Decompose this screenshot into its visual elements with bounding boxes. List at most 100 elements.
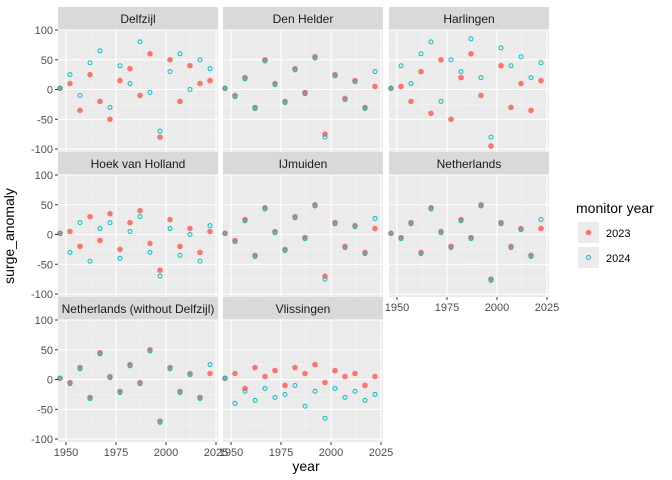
y-tick-label: -100	[31, 434, 53, 446]
data-point-2023	[292, 65, 298, 72]
x-axis-title: year	[292, 458, 320, 474]
data-point-2024	[67, 249, 73, 255]
data-point-2024	[97, 48, 103, 54]
data-point-2024	[207, 362, 213, 368]
data-point-2023	[127, 65, 133, 72]
data-point-2024	[87, 396, 93, 402]
data-point-2023	[117, 77, 123, 84]
data-point-2023	[117, 388, 123, 395]
data-point-2024	[398, 236, 404, 242]
data-point-2024	[87, 258, 93, 264]
data-point-2023	[252, 364, 258, 371]
data-point-2023	[282, 246, 288, 253]
data-point-2023	[187, 225, 193, 232]
data-point-2024	[57, 85, 63, 91]
data-point-2024	[87, 60, 93, 66]
data-point-2024	[272, 394, 278, 400]
data-point-2024	[312, 388, 318, 394]
panel-background	[223, 320, 383, 442]
data-point-2023	[137, 207, 143, 214]
data-point-2024	[438, 98, 444, 104]
data-point-2024	[177, 51, 183, 57]
data-point-2024	[207, 223, 213, 229]
y-tick-label: 0	[47, 230, 53, 242]
data-point-2024	[408, 221, 414, 227]
x-tick-label: 1975	[269, 447, 293, 459]
data-point-2023	[207, 228, 213, 235]
x-tick-label: 1975	[104, 447, 128, 459]
data-point-2023	[137, 379, 143, 386]
data-point-2023	[528, 107, 534, 114]
data-point-2023	[418, 249, 424, 256]
data-point-2024	[187, 87, 193, 93]
data-point-2023	[157, 267, 163, 274]
data-point-2023	[127, 361, 133, 368]
legend: monitor year 2023 2024	[576, 200, 654, 268]
data-point-2024	[77, 366, 83, 372]
legend-label-2024: 2024	[606, 253, 630, 265]
panel-background	[58, 175, 218, 297]
data-point-2023	[362, 104, 368, 111]
data-point-2023	[342, 243, 348, 250]
data-point-2023	[372, 373, 378, 380]
x-tick-label: 2000	[154, 447, 178, 459]
y-tick-label: 100	[35, 315, 53, 327]
data-point-2024	[157, 273, 163, 279]
data-point-2024	[252, 254, 258, 260]
data-point-2024	[508, 245, 514, 251]
legend-label-2023: 2023	[606, 228, 630, 240]
data-point-2023	[408, 219, 414, 226]
y-axis-title: surge_anomaly	[1, 188, 17, 284]
data-point-2023	[252, 252, 258, 259]
data-point-2023	[242, 74, 248, 81]
data-point-2024	[97, 226, 103, 232]
legend-title: monitor year	[576, 200, 654, 216]
data-point-2024	[468, 36, 474, 42]
data-point-2024	[232, 94, 238, 100]
data-point-2024	[157, 419, 163, 425]
data-point-2024	[528, 75, 534, 81]
data-point-2024	[388, 85, 394, 91]
panel-netherlands-without-delfzijl: Netherlands (without Delfzijl) 100 50 0 -50 -…	[31, 297, 228, 459]
facet-strip	[58, 7, 218, 30]
data-point-2024	[418, 51, 424, 57]
data-point-2024	[372, 69, 378, 75]
data-point-2024	[222, 85, 228, 91]
data-point-2024	[232, 239, 238, 245]
data-point-2023	[147, 240, 153, 247]
data-point-2024	[322, 134, 328, 140]
data-point-2024	[207, 66, 213, 72]
facet-strip-label: Hoek van Holland	[91, 157, 186, 171]
data-point-2024	[528, 254, 534, 260]
data-point-2024	[77, 220, 83, 226]
data-point-2023	[262, 204, 268, 211]
data-point-2023	[498, 62, 504, 69]
data-point-2023	[137, 92, 143, 99]
data-point-2023	[77, 364, 83, 371]
data-point-2024	[352, 224, 358, 230]
y-tick-label: 100	[35, 170, 53, 182]
facet-strip	[223, 297, 383, 320]
data-point-2023	[342, 373, 348, 380]
data-point-2024	[147, 249, 153, 255]
data-point-2024	[292, 215, 298, 221]
y-tick-label: 50	[41, 55, 53, 67]
y-tick-label: 50	[41, 200, 53, 212]
data-point-2023	[97, 349, 103, 356]
data-point-2024	[352, 79, 358, 85]
data-point-2024	[538, 217, 544, 223]
data-point-2023	[352, 370, 358, 377]
data-point-2024	[312, 55, 318, 61]
data-point-2023	[478, 92, 484, 99]
data-point-2023	[272, 228, 278, 235]
data-point-2024	[418, 251, 424, 257]
data-point-2024	[372, 391, 378, 397]
data-point-2023	[498, 219, 504, 226]
data-point-2023	[177, 243, 183, 250]
data-point-2024	[518, 54, 524, 60]
data-point-2023	[177, 388, 183, 395]
data-point-2024	[167, 366, 173, 372]
data-point-2024	[167, 69, 173, 75]
data-point-2024	[77, 92, 83, 98]
panel-netherlands: Netherlands 1950 1975 2000 2025	[385, 152, 559, 314]
